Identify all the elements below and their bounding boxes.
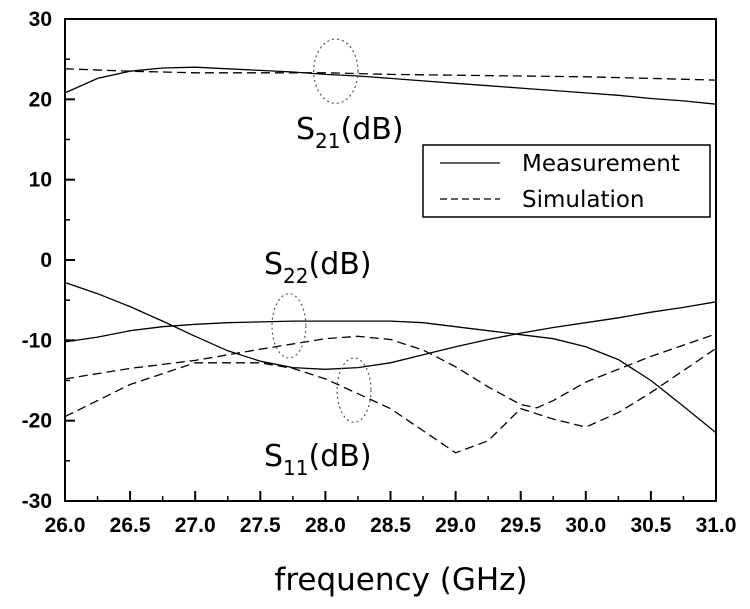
series-line-3 (64, 320, 717, 434)
annotation-s22: S22(dB) (264, 247, 372, 288)
y-tick-label: 10 (29, 169, 52, 192)
x-tick-label: 26.0 (45, 514, 86, 537)
x-tick-label: 31.0 (696, 514, 737, 537)
annotation-ellipse-1 (313, 38, 359, 104)
annotation-s21: S21(dB) (296, 112, 404, 153)
y-tick-label: -10 (22, 329, 52, 352)
x-tick-label: 28.5 (370, 514, 411, 537)
plot-area (64, 18, 717, 502)
annotation-s11: S11(dB) (264, 439, 372, 480)
series-line-2 (64, 68, 717, 81)
axes: 26.0 26.5 27.0 27.5 28.0 28.5 29.0 29.5 30.0 30.5… (22, 8, 737, 537)
legend-box (422, 144, 711, 218)
y-tick-label: 30 (29, 8, 52, 31)
y-tick-label: -20 (22, 410, 52, 433)
legend-label: Simulation (522, 187, 645, 213)
annotation-ellipses (271, 38, 372, 423)
x-tick-label: 26.5 (110, 514, 151, 537)
y-tick-label: -30 (22, 490, 52, 513)
y-tick-label: 20 (29, 88, 52, 111)
series-layer (64, 66, 717, 454)
x-tick-label: 27.5 (240, 514, 281, 537)
x-tick-label: 27.0 (175, 514, 216, 537)
x-tick-label: 30.0 (565, 514, 606, 537)
series-line-1 (64, 66, 717, 105)
x-tick-label: 28.0 (305, 514, 346, 537)
plot-frame (64, 18, 717, 502)
x-axis-label: frequency (GHz) (274, 562, 527, 598)
series-line-4 (64, 281, 717, 370)
x-tick-label: 30.5 (630, 514, 671, 537)
legend: Measurement Simulation (422, 144, 711, 218)
series-line-6 (64, 347, 717, 454)
x-tick-label: 29.5 (500, 514, 541, 537)
legend-label: Measurement (522, 151, 680, 177)
series-line-5 (64, 333, 717, 409)
annotations: S21(dB) S22(dB) S11(dB) (264, 112, 404, 480)
annotation-ellipse-3 (336, 357, 372, 423)
annotation-ellipse-2 (271, 293, 307, 359)
y-tick-label: 0 (40, 249, 52, 272)
x-tick-label: 29.0 (435, 514, 476, 537)
